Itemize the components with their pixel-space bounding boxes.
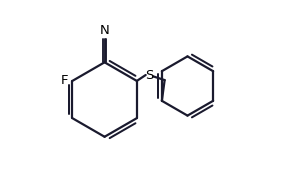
Text: S: S — [145, 68, 154, 82]
Text: N: N — [100, 24, 109, 37]
Text: F: F — [61, 74, 69, 87]
